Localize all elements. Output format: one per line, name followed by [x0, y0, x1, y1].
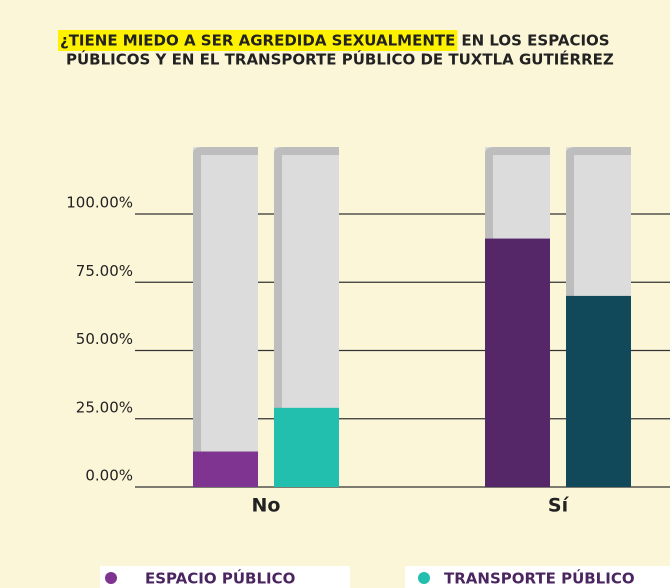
legend-marker	[105, 572, 117, 584]
legend-box	[405, 566, 670, 588]
legend-marker	[418, 572, 430, 584]
x-tick-label: Sí	[548, 495, 570, 517]
bar	[566, 295, 631, 487]
chart-title: ¿TIENE MIEDO A SER AGREDIDA SEXUALMENTE	[60, 32, 455, 50]
legend-label: ESPACIO PÚBLICO	[145, 569, 295, 588]
bar	[485, 238, 550, 487]
y-tick-label: 100.00%	[66, 194, 133, 212]
legend-box	[100, 566, 350, 588]
y-tick-label: 50.00%	[76, 330, 133, 348]
bar-track-edge	[566, 147, 631, 487]
bar-track-edge	[274, 147, 339, 487]
x-tick-label: No	[252, 495, 281, 517]
chart-title: EN LOS ESPACIOS	[461, 32, 609, 50]
chart-title: PÚBLICOS Y EN EL TRANSPORTE PÚBLICO DE T…	[66, 50, 614, 69]
bar	[193, 451, 258, 487]
bar-track-edge	[485, 147, 550, 487]
y-tick-label: 75.00%	[76, 262, 133, 280]
legend-label: TRANSPORTE PÚBLICO	[444, 569, 635, 588]
bar-track-edge	[193, 147, 258, 487]
y-tick-label: 0.00%	[85, 467, 133, 485]
bar-track	[193, 147, 258, 487]
y-tick-label: 25.00%	[76, 398, 133, 416]
title-highlight	[58, 30, 458, 51]
bar	[274, 407, 339, 487]
